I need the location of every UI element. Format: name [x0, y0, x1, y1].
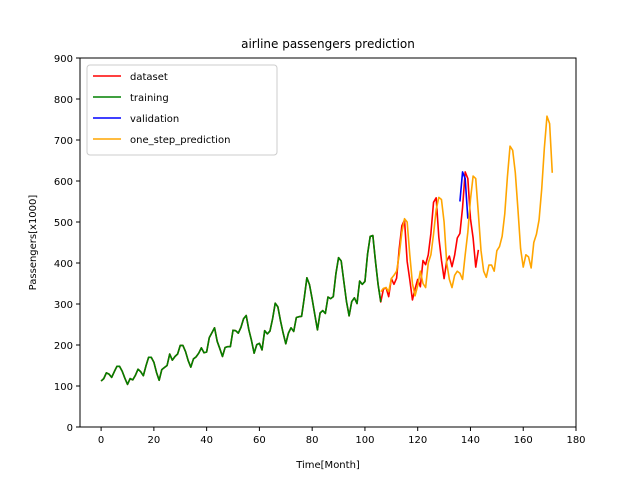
- y-axis-title: Passengers[x1000]: [28, 195, 39, 291]
- y-tick-label: 800: [54, 95, 73, 106]
- x-axis-title: Time[Month]: [295, 460, 360, 471]
- x-tick-label: 80: [306, 435, 319, 446]
- legend-label: dataset: [130, 72, 168, 83]
- x-tick-label: 100: [355, 435, 374, 446]
- y-tick-label: 300: [54, 300, 73, 311]
- x-axis: 0 20 40 60 80 100 120 140 160 180: [98, 427, 586, 446]
- legend-box: [86, 64, 278, 156]
- x-tick-label: 20: [148, 435, 161, 446]
- legend-label: validation: [130, 114, 179, 125]
- y-tick-label: 600: [54, 177, 73, 188]
- y-tick-label: 200: [54, 341, 73, 352]
- series-line-training: [100, 234, 382, 386]
- legend: dataset training validation one_step_predic…: [86, 64, 278, 156]
- legend-label: training: [130, 93, 169, 104]
- y-tick-label: 900: [54, 54, 73, 65]
- x-tick-label: 180: [566, 435, 585, 446]
- chart-title: airline passengers prediction: [241, 37, 415, 51]
- x-tick-label: 0: [98, 435, 104, 446]
- plot-frame: [79, 57, 577, 428]
- y-tick-label: 700: [54, 136, 73, 147]
- y-tick-label: 0: [67, 423, 73, 434]
- y-tick-label: 400: [54, 259, 73, 270]
- x-tick-label: 140: [461, 435, 480, 446]
- series-layer: [100, 115, 554, 386]
- series-line-one_step_prediction: [380, 115, 554, 297]
- x-tick-label: 120: [408, 435, 427, 446]
- series-line-validation: [459, 171, 469, 219]
- x-tick-label: 160: [514, 435, 533, 446]
- y-tick-label: 100: [54, 382, 73, 393]
- legend-label: one_step_prediction: [130, 135, 230, 146]
- x-tick-label: 40: [200, 435, 213, 446]
- y-axis: 0 100 200 300 400 500 600 700 800 900: [54, 54, 80, 434]
- y-tick-label: 500: [54, 218, 73, 229]
- x-tick-label: 60: [253, 435, 266, 446]
